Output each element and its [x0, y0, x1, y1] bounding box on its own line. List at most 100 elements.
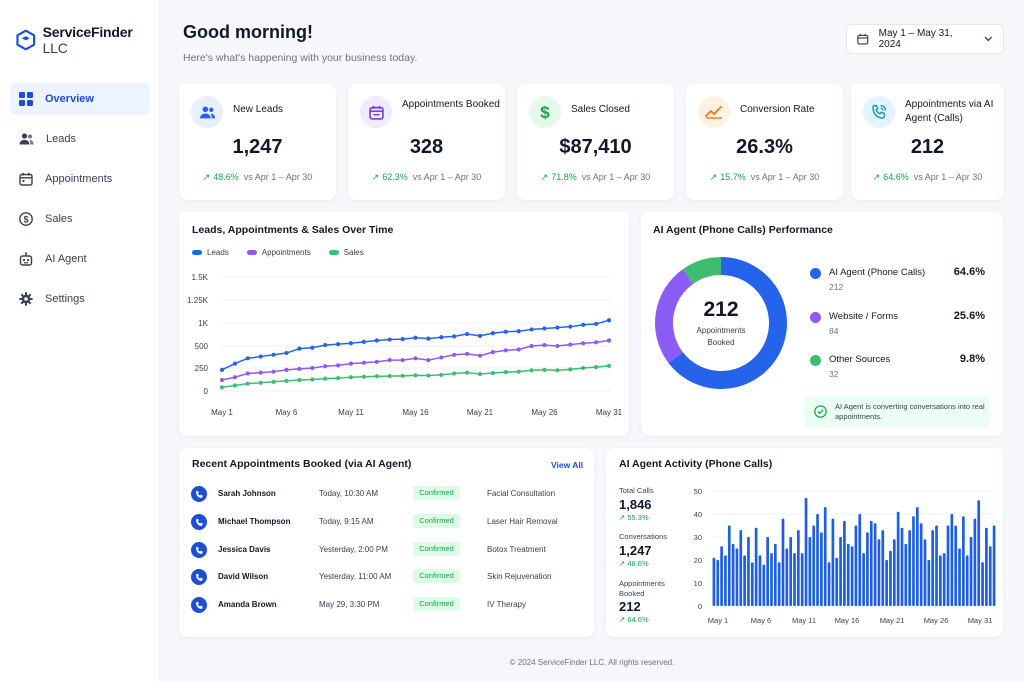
bar[interactable]	[919, 523, 923, 606]
data-point[interactable]	[581, 365, 586, 371]
bar[interactable]	[927, 560, 931, 606]
legend-item-leads[interactable]: Leads	[192, 248, 229, 257]
data-point[interactable]	[310, 345, 315, 350]
data-point[interactable]	[219, 367, 225, 372]
bar[interactable]	[946, 525, 950, 607]
bar[interactable]	[835, 557, 839, 606]
bar[interactable]	[800, 553, 804, 606]
data-point[interactable]	[284, 378, 289, 383]
donut-slice[interactable]	[682, 257, 721, 284]
bar[interactable]	[839, 537, 842, 606]
legend-item-sales[interactable]: Sales	[328, 248, 364, 257]
sidebar-item-appointments[interactable]: Appointments	[10, 163, 150, 195]
data-point[interactable]	[400, 337, 405, 342]
data-point[interactable]	[219, 385, 225, 390]
data-point[interactable]	[555, 343, 560, 349]
data-point[interactable]	[310, 365, 315, 371]
data-point[interactable]	[529, 368, 534, 373]
bar[interactable]	[965, 555, 969, 606]
data-point[interactable]	[361, 339, 366, 344]
data-point[interactable]	[336, 363, 341, 368]
kpi-card-sales-closed[interactable]: $ Sales Closed $87,410 ↗ 71.8% vs Apr 1 –…	[517, 84, 674, 200]
bar[interactable]	[958, 548, 961, 607]
bar[interactable]	[804, 497, 808, 606]
bar[interactable]	[858, 514, 862, 606]
data-point[interactable]	[336, 342, 341, 347]
data-point[interactable]	[516, 369, 521, 374]
bar[interactable]	[869, 520, 873, 606]
bar[interactable]	[777, 562, 781, 606]
bar[interactable]	[846, 543, 850, 606]
data-point[interactable]	[271, 379, 276, 384]
table-row[interactable]: Michael Thompson Today, 9:15 AM Confirmed L…	[191, 512, 576, 532]
kpi-card-conversion-rate[interactable]: Conversion Rate 26.3% ↗ 15.7% vs Apr 1 – …	[686, 84, 843, 200]
bar[interactable]	[793, 553, 796, 606]
data-point[interactable]	[323, 342, 328, 348]
data-point[interactable]	[258, 354, 263, 359]
bar[interactable]	[750, 562, 754, 606]
bar[interactable]	[843, 520, 846, 606]
bar[interactable]	[992, 525, 996, 607]
data-point[interactable]	[284, 350, 289, 356]
bar[interactable]	[954, 525, 958, 607]
bar[interactable]	[988, 546, 992, 606]
bar[interactable]	[820, 532, 823, 606]
data-point[interactable]	[426, 336, 431, 341]
data-point[interactable]	[413, 356, 418, 361]
data-point[interactable]	[374, 374, 379, 379]
table-row[interactable]: David Wilson Yesterday, 11:00 AM Confirmed…	[191, 567, 576, 587]
data-point[interactable]	[387, 337, 392, 342]
bar[interactable]	[985, 527, 988, 606]
data-point[interactable]	[568, 367, 573, 372]
bar[interactable]	[904, 543, 908, 606]
data-point[interactable]	[594, 365, 599, 370]
data-point[interactable]	[529, 327, 534, 332]
bar[interactable]	[816, 514, 819, 606]
data-point[interactable]	[581, 322, 586, 327]
data-point[interactable]	[245, 356, 250, 361]
data-point[interactable]	[387, 357, 392, 363]
data-point[interactable]	[439, 335, 444, 340]
data-point[interactable]	[387, 373, 392, 379]
data-point[interactable]	[232, 375, 237, 380]
bar[interactable]	[912, 516, 915, 606]
data-point[interactable]	[361, 360, 366, 365]
data-point[interactable]	[426, 357, 431, 363]
bar[interactable]	[854, 525, 858, 607]
bar[interactable]	[808, 537, 812, 606]
data-point[interactable]	[555, 368, 560, 373]
data-point[interactable]	[477, 333, 483, 338]
data-point[interactable]	[439, 372, 444, 377]
data-point[interactable]	[465, 351, 470, 357]
data-point[interactable]	[452, 334, 457, 339]
data-point[interactable]	[555, 325, 560, 330]
data-point[interactable]	[594, 321, 599, 327]
bar[interactable]	[716, 560, 720, 606]
bar[interactable]	[827, 562, 831, 606]
brand[interactable]: ServiceFinder LLC	[16, 24, 159, 56]
data-point[interactable]	[452, 371, 457, 376]
bar[interactable]	[923, 539, 927, 606]
sidebar-item-settings[interactable]: Settings	[10, 283, 150, 315]
data-point[interactable]	[413, 335, 418, 340]
data-point[interactable]	[581, 341, 586, 346]
data-point[interactable]	[568, 324, 573, 329]
bar[interactable]	[789, 537, 793, 606]
data-point[interactable]	[477, 371, 483, 377]
bar[interactable]	[915, 507, 919, 606]
data-point[interactable]	[348, 375, 354, 380]
sidebar-item-overview[interactable]: Overview	[10, 83, 150, 115]
data-point[interactable]	[426, 373, 431, 378]
date-range-picker[interactable]: May 1 – May 31, 2024	[846, 24, 1004, 54]
data-point[interactable]	[439, 355, 444, 360]
data-point[interactable]	[336, 376, 341, 381]
bar[interactable]	[747, 537, 750, 606]
data-point[interactable]	[452, 352, 457, 357]
bar[interactable]	[731, 543, 735, 606]
bar[interactable]	[727, 525, 731, 607]
bar[interactable]	[973, 518, 977, 606]
data-point[interactable]	[490, 350, 495, 355]
bar[interactable]	[877, 539, 881, 606]
sidebar-item-sales[interactable]: $ Sales	[10, 203, 150, 235]
bar[interactable]	[785, 548, 789, 607]
